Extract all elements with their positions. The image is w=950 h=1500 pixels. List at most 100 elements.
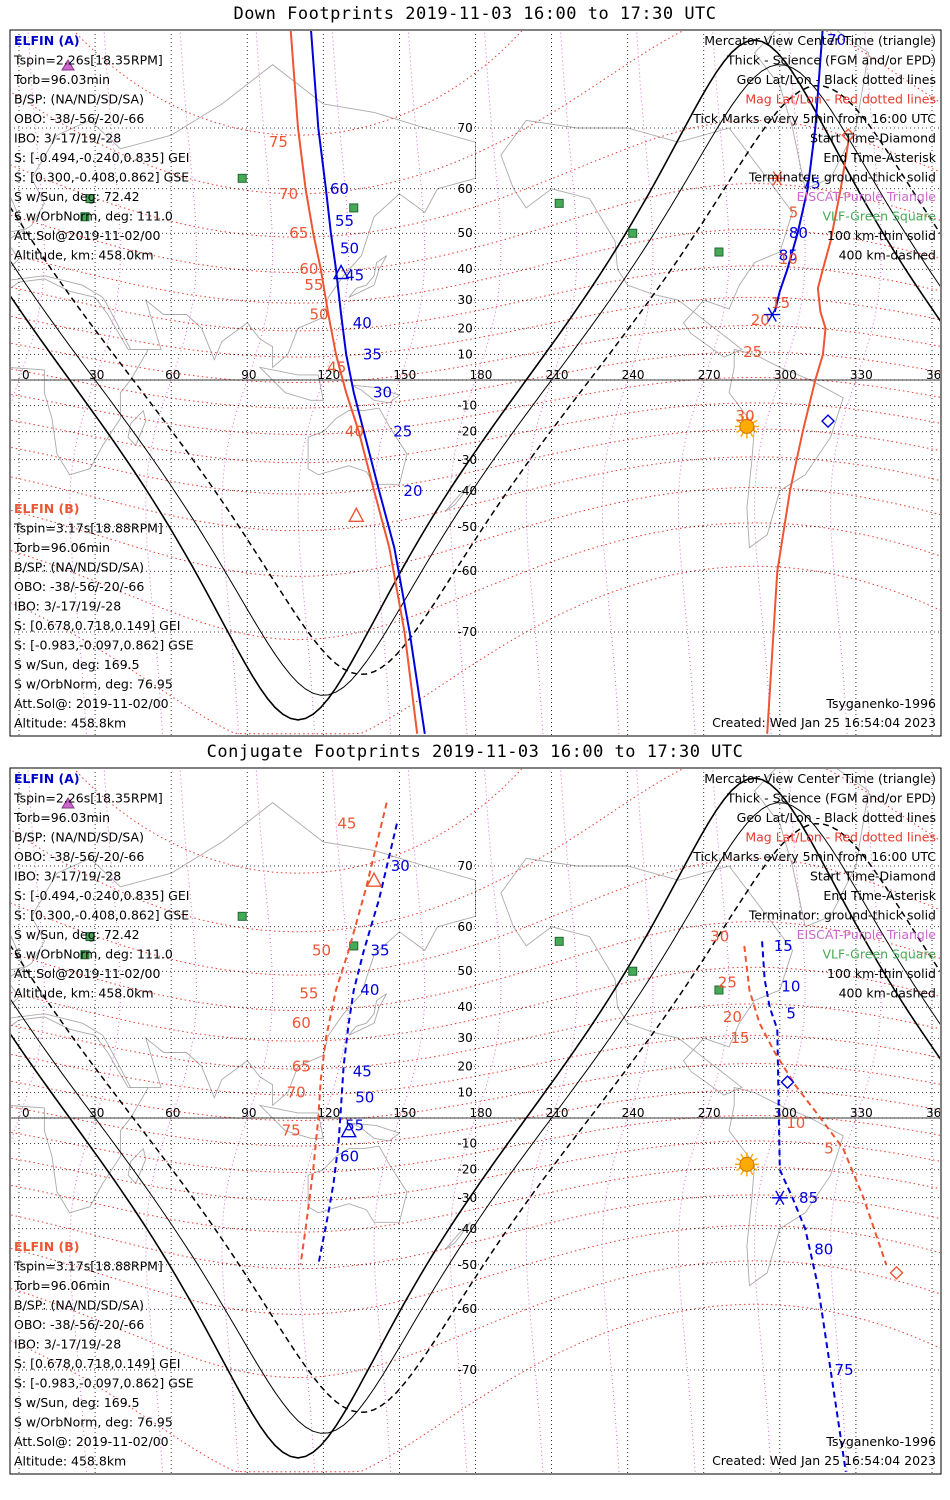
elfin-header: ELFIN (A) (14, 33, 80, 48)
vlf-green-square (349, 203, 359, 213)
lon-tick-label: 270 (698, 1106, 721, 1120)
terminator (11, 39, 940, 721)
down-footprints-chart: 0 30 60 90 120 150 180 210 240 270 300 330 360 70 60 50… (9, 29, 942, 737)
mag-lat-line (11, 31, 940, 195)
legend-item: Geo Lat/Lon - Black dotted lines (737, 810, 936, 825)
lon-tick-label: 30 (89, 1106, 104, 1120)
conjugate-footprints-title: Conjugate Footprints 2019-11-03 16:00 to… (206, 742, 744, 762)
mag-lat-line (11, 921, 940, 1012)
tick-label: 60 (299, 260, 318, 278)
mag-lat-line (11, 324, 940, 384)
elfin-info-line: Att.Sol@2019-11-02/00 (14, 228, 160, 243)
lat-tick-label: -20 (458, 1163, 478, 1177)
tick-label: 65 (292, 1057, 311, 1075)
legend-item: Tick Marks every 5min from 16:00 UTC (692, 111, 936, 126)
series-elfin-a: 70 75 80 85 (773, 31, 846, 312)
lon-tick-label: 240 (622, 368, 645, 382)
tick-label: 25 (393, 423, 412, 441)
tick-label: 30 (373, 384, 392, 402)
end-time-asterisk (772, 171, 782, 186)
land-outline (500, 119, 793, 358)
elfin-info-line: S: [-0.983,-0.097,0.862] GSE (14, 638, 194, 653)
legend-item: Thick - Science (FGM and/or EPD) (726, 53, 936, 68)
lon-tick-label: 0 (22, 1106, 30, 1120)
mag-lat-line (11, 857, 940, 976)
info-blocks: ELFIN (A) Tspin=2.26s[18.35RPM] Torb=96.03… (13, 771, 937, 1469)
terminator-ground (11, 39, 940, 721)
legend-item: 100 km-thin solid (827, 228, 936, 243)
lon-tick-label: 330 (850, 368, 873, 382)
created-timestamp: Created: Wed Jan 25 16:54:04 2023 (712, 715, 936, 730)
lon-tick-label: 60 (165, 1106, 180, 1120)
tick-label: 50 (309, 306, 328, 324)
elfin-info-line: OBO: -38/-56/-20/-66 (14, 111, 144, 126)
series-elfin-a: 60 55 50 45 40 35 30 25 20 (310, 31, 426, 734)
tick-label: 35 (370, 941, 389, 959)
elfin-info-line: S w/OrbNorm, deg: 76.95 (14, 677, 173, 692)
lat-tick-label: -70 (458, 1363, 478, 1377)
legend-item: Mercator View Center Time (triangle) (704, 771, 936, 786)
tick-label: 15 (730, 1029, 749, 1047)
elfin-info-line: B/SP: (NA/ND/SD/SA) (14, 1298, 144, 1313)
land-outline (11, 802, 476, 1107)
tick-label: 45 (345, 267, 364, 285)
tick-label: 30 (391, 857, 410, 875)
elfin-info-line: S: [0.678,0.718,0.149] GEI (14, 618, 180, 633)
elfin-info-line: S: [-0.494,-0.240,0.835] GEI (14, 150, 189, 165)
lat-tick-label: -40 (458, 1222, 478, 1236)
lat-tick-label: 60 (458, 182, 473, 196)
elfin-info-line: IBO: 3/-17/19/-28 (14, 869, 121, 884)
tick-label: 50 (355, 1089, 374, 1107)
terminator-100km (11, 802, 940, 1434)
down-footprints-title: Down Footprints 2019-11-03 16:00 to 17:3… (233, 4, 717, 24)
elfin-info-line: Altitude, km: 458.0km (14, 248, 154, 263)
conjugate-footprints-chart: 0 30 60 90 120 150 180 210 240 270 300 330 360706050… (9, 767, 942, 1475)
markers (332, 128, 856, 522)
mag-lat-line (73, 31, 523, 136)
land-outline (444, 483, 471, 512)
start-time-diamond (889, 1265, 904, 1280)
legend-item: Tick Marks every 5min from 16:00 UTC (692, 849, 936, 864)
vlf-green-square (628, 966, 638, 976)
elfin-info-line: S: [0.300,-0.408,0.862] GSE (14, 908, 189, 923)
elfin-info-line: S w/Sun, deg: 72.42 (14, 189, 140, 204)
land-outline (728, 1086, 844, 1287)
elfin-info-line: S w/OrbNorm, deg: 111.0 (14, 947, 173, 962)
land-outline (11, 1016, 150, 1214)
elfin-info-line: S: [-0.983,-0.097,0.862] GSE (14, 1376, 194, 1391)
vlf-green-square (714, 985, 724, 995)
geo-grid (11, 31, 940, 735)
legend-item: VLF-Green Square (822, 209, 936, 224)
lat-tick-label: 70 (458, 859, 473, 873)
land-outline (348, 993, 388, 1036)
elfin-info-line: OBO: -38/-56/-20/-66 (14, 579, 144, 594)
start-time-diamond (780, 1075, 795, 1090)
tick-label: 85 (779, 247, 798, 265)
footprint-line (773, 31, 824, 312)
lon-tick-label: 30 (89, 368, 104, 382)
sun-marker (734, 1152, 759, 1177)
land-outline (127, 409, 147, 447)
tick-label: 30 (710, 928, 729, 946)
down-footprints-panel: Down Footprints 2019-11-03 16:00 to 17:3… (0, 0, 950, 740)
tick-label: 55 (299, 985, 318, 1003)
sun-icon (739, 418, 755, 434)
legend-item: Terminator: ground-thick solid (748, 170, 936, 185)
legend-item: Start Time-Diamond (810, 131, 936, 146)
lon-tick-label: 60 (165, 368, 180, 382)
tick-label: 80 (789, 224, 808, 242)
land-outline (351, 1122, 401, 1142)
elfin-info-line: B/SP: (NA/ND/SD/SA) (14, 830, 144, 845)
tick-label: 35 (363, 346, 382, 364)
vlf-green-square (554, 936, 564, 946)
mag-lat-line (11, 1224, 940, 1315)
mag-grid (11, 31, 940, 735)
lat-tick-label: -60 (458, 1302, 478, 1316)
vlf-green-square (237, 911, 247, 921)
mag-lat-line (11, 376, 940, 436)
tick-label: 55 (304, 276, 323, 294)
mag-lat-line (11, 522, 940, 641)
vlf-green-square (349, 941, 359, 951)
lat-tick-label: -50 (458, 520, 478, 534)
